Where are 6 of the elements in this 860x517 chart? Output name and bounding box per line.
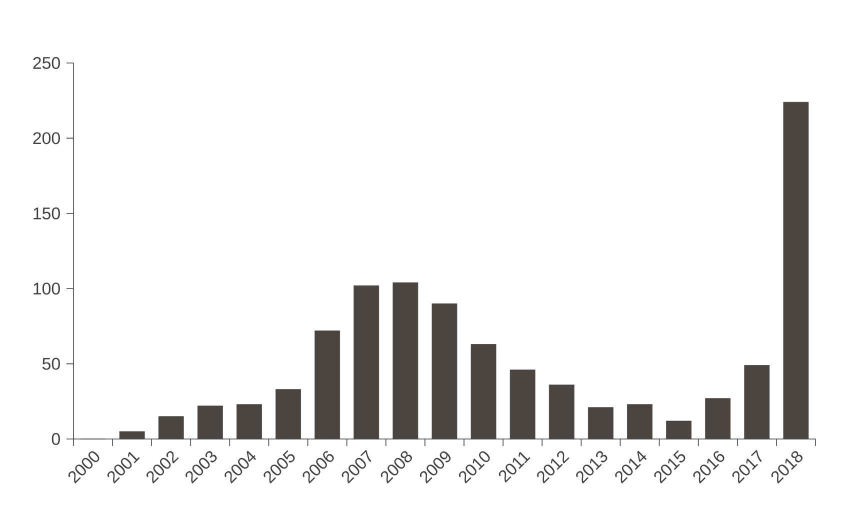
y-tick-label: 100 xyxy=(34,282,60,295)
y-tick-label: 200 xyxy=(33,132,60,144)
y-tick-label: 150 xyxy=(34,207,60,220)
y-tick-label: 50 xyxy=(42,358,60,370)
y-tick-label: 0 xyxy=(52,433,60,445)
y-tick-label: 250 xyxy=(33,57,60,69)
